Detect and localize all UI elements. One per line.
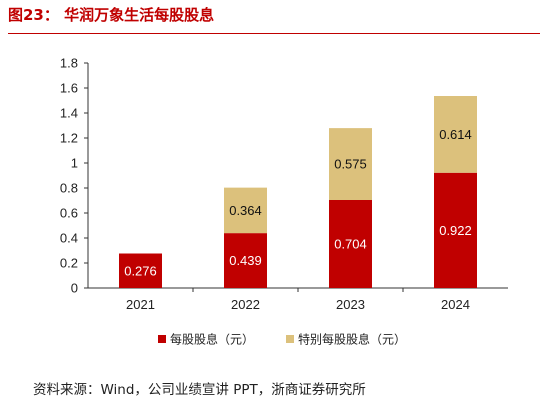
y-tick-label: 0.2	[60, 256, 78, 271]
chart-legend: 每股股息（元） 特别每股股息（元）	[158, 332, 406, 347]
data-label-dividend: 0.704	[334, 237, 367, 252]
bar-dividend	[224, 233, 267, 288]
y-tick-label: 1.2	[60, 131, 78, 146]
bar-special-dividend	[224, 187, 267, 234]
chart-axes: 0 0.2 0.4 0.6 0.8 1 1.2 1.4 1.6 1.8 2021 2022 2023 20…	[60, 56, 508, 312]
y-tick-label: 1.6	[60, 81, 78, 96]
y-tick-label: 0.6	[60, 206, 78, 221]
y-tick-label: 1.8	[60, 56, 78, 71]
data-label-dividend: 0.276	[124, 263, 157, 278]
x-tick-label: 2023	[336, 297, 365, 312]
y-tick-label: 1	[71, 156, 78, 171]
legend-label-special-dividend: 特别每股股息（元）	[298, 332, 406, 347]
data-label-special-dividend: 0.364	[229, 203, 262, 218]
data-label-special-dividend: 0.575	[334, 157, 367, 172]
bar-dividend	[119, 253, 162, 288]
bar-special-dividend	[434, 96, 477, 173]
y-tick-label: 0.4	[60, 231, 78, 246]
legend-swatch-dividend	[158, 335, 166, 343]
y-tick-label: 0.8	[60, 181, 78, 196]
y-tick-label: 0	[71, 281, 78, 296]
x-tick-label: 2024	[441, 297, 470, 312]
x-tick-label: 2022	[231, 297, 260, 312]
data-label-special-dividend: 0.614	[439, 127, 472, 142]
bar-dividend	[434, 172, 477, 288]
source-note: 资料来源：Wind，公司业绩宣讲 PPT，浙商证券研究所	[33, 382, 366, 398]
data-label-dividend: 0.922	[439, 223, 472, 238]
bar-dividend	[329, 200, 372, 288]
data-label-dividend: 0.439	[229, 253, 262, 268]
chart-bars: 0.276 0.439 0.364 0.704 0.575 0.922 0.614	[119, 96, 477, 288]
bar-special-dividend	[329, 128, 372, 200]
legend-swatch-special-dividend	[286, 335, 294, 343]
legend-label-dividend: 每股股息（元）	[170, 332, 254, 347]
title-divider	[8, 33, 540, 34]
x-tick-label: 2021	[126, 297, 155, 312]
y-tick-label: 1.4	[60, 106, 78, 121]
figure-title: 图23： 华润万象生活每股股息	[8, 6, 215, 24]
